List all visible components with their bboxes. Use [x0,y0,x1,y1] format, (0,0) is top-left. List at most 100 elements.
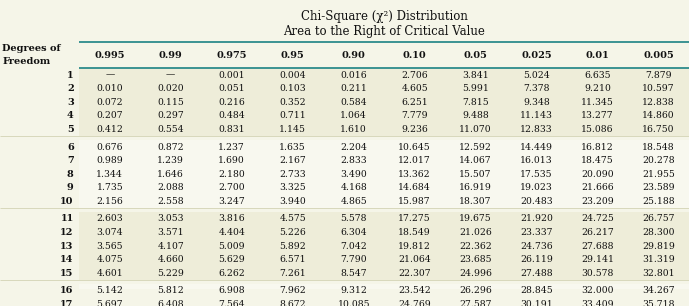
Text: 1.239: 1.239 [157,156,184,165]
Text: Chi-Square (χ²) Distribution: Chi-Square (χ²) Distribution [300,10,468,23]
Text: 3.074: 3.074 [96,228,123,237]
Text: 7.815: 7.815 [462,98,489,107]
Text: 9: 9 [67,183,74,192]
Text: 15: 15 [61,269,74,278]
Text: 0.020: 0.020 [157,84,184,93]
Text: 6.571: 6.571 [279,255,306,264]
Text: 29.819: 29.819 [642,241,675,251]
Text: 14.449: 14.449 [520,143,553,151]
Text: 5.024: 5.024 [523,71,550,80]
Text: 6.908: 6.908 [218,286,245,295]
Text: 18.548: 18.548 [642,143,675,151]
Bar [79,195,689,208]
Text: 0.016: 0.016 [340,71,367,80]
Text: 7.378: 7.378 [524,84,550,93]
Text: 0.297: 0.297 [157,111,184,120]
Text: 0.10: 0.10 [403,50,426,60]
Text: 0.01: 0.01 [586,50,609,60]
Text: 9.488: 9.488 [462,111,489,120]
Text: 9.210: 9.210 [584,84,611,93]
Text: 0.995: 0.995 [94,50,125,60]
Text: 11.345: 11.345 [581,98,614,107]
Text: 26.119: 26.119 [520,255,553,264]
Text: 18.475: 18.475 [582,156,614,165]
Text: 0.051: 0.051 [218,84,245,93]
Text: 32.801: 32.801 [642,269,675,278]
Text: 7.261: 7.261 [279,269,306,278]
Text: 17.275: 17.275 [398,215,431,223]
Text: 8: 8 [67,170,74,179]
Text: 7.042: 7.042 [340,241,367,251]
Bar [79,212,689,226]
Bar [79,140,689,154]
Text: 15.987: 15.987 [398,197,431,206]
Bar [79,298,689,306]
Text: 3.565: 3.565 [96,241,123,251]
Text: 5.892: 5.892 [279,241,306,251]
Text: 4.660: 4.660 [157,255,184,264]
Text: 30.578: 30.578 [582,269,614,278]
Text: Degrees of: Degrees of [2,44,61,53]
Text: 5.229: 5.229 [157,269,184,278]
Text: 12: 12 [61,228,74,237]
Text: 2.833: 2.833 [340,156,367,165]
Bar [79,154,689,167]
Text: 24.996: 24.996 [459,269,492,278]
Text: 1.735: 1.735 [96,183,123,192]
Text: 23.589: 23.589 [642,183,675,192]
Text: 1.690: 1.690 [218,156,245,165]
Text: 4.168: 4.168 [340,183,367,192]
Text: 21.920: 21.920 [520,215,553,223]
Text: 20.483: 20.483 [520,197,553,206]
Text: 7.962: 7.962 [279,286,306,295]
Text: 0.989: 0.989 [96,156,123,165]
Text: 19.812: 19.812 [398,241,431,251]
Text: 1: 1 [67,71,74,80]
Text: 7.790: 7.790 [340,255,367,264]
Text: 0.207: 0.207 [96,111,123,120]
Bar [79,284,689,298]
Text: 1.064: 1.064 [340,111,367,120]
Text: 2.088: 2.088 [157,183,184,192]
Text: 21.955: 21.955 [642,170,675,179]
Text: 23.337: 23.337 [520,228,553,237]
Text: 0.072: 0.072 [96,98,123,107]
Text: 30.191: 30.191 [520,300,553,306]
Text: 25.188: 25.188 [642,197,675,206]
Text: 13: 13 [61,241,74,251]
Text: 10: 10 [60,197,74,206]
Text: 16.750: 16.750 [642,125,675,134]
Text: 0.584: 0.584 [340,98,367,107]
Bar [79,226,689,239]
Text: 28.845: 28.845 [520,286,553,295]
Text: 0.115: 0.115 [157,98,184,107]
Text: 8.547: 8.547 [340,269,367,278]
Text: 21.064: 21.064 [398,255,431,264]
Text: 34.267: 34.267 [642,286,675,295]
Text: 8.672: 8.672 [279,300,306,306]
Text: 5.226: 5.226 [279,228,306,237]
Text: 1.646: 1.646 [157,170,184,179]
Text: 23.209: 23.209 [581,197,614,206]
Text: 0.211: 0.211 [340,84,367,93]
Bar [79,253,689,267]
Text: 0.975: 0.975 [216,50,247,60]
Bar [79,267,689,280]
Text: —: — [166,71,175,80]
Text: 6.408: 6.408 [157,300,184,306]
Text: 35.718: 35.718 [642,300,675,306]
Text: 16.812: 16.812 [581,143,614,151]
Text: 0.216: 0.216 [218,98,245,107]
Text: 10.597: 10.597 [642,84,675,93]
Text: 13.362: 13.362 [398,170,431,179]
Text: 5.629: 5.629 [218,255,245,264]
Text: 5.812: 5.812 [157,286,184,295]
Text: 2.156: 2.156 [96,197,123,206]
Text: Area to the Right of Critical Value: Area to the Right of Critical Value [283,24,485,38]
Bar [79,82,689,95]
Text: 16.013: 16.013 [520,156,553,165]
Text: 5.697: 5.697 [96,300,123,306]
Text: 7: 7 [67,156,74,165]
Text: 7.779: 7.779 [401,111,428,120]
Text: 11.143: 11.143 [520,111,553,120]
